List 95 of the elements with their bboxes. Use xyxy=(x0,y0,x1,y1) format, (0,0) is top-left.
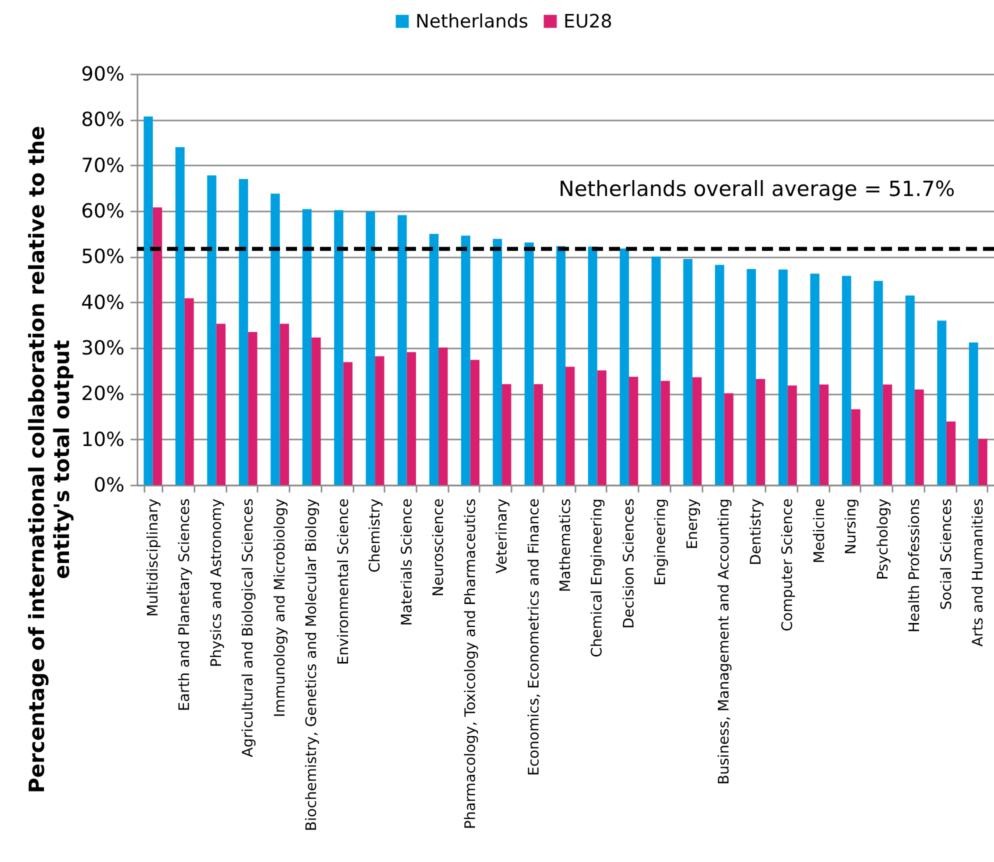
x-tick-label: Pharmacology, Toxicology and Pharmaceutics xyxy=(462,498,479,830)
x-tick-label: Arts and Humanities xyxy=(970,498,987,647)
y-tick-label: 20% xyxy=(81,382,124,406)
bar xyxy=(492,238,502,485)
bar xyxy=(343,362,353,485)
x-tick-label: Nursing xyxy=(844,498,860,554)
x-tick-label: Business, Management and Accounting xyxy=(716,498,733,785)
bar xyxy=(312,337,321,485)
bar xyxy=(375,356,384,485)
x-tick-label: Engineering xyxy=(653,498,670,586)
bar xyxy=(216,324,226,485)
bar xyxy=(882,384,892,485)
bar xyxy=(238,179,248,485)
x-tick-label: Chemical Engineering xyxy=(590,498,606,658)
x-tick-label: Energy xyxy=(684,498,701,550)
x-tick-label: Chemistry xyxy=(368,498,384,573)
bar xyxy=(184,298,194,485)
x-tick-label: Mathematics xyxy=(558,498,574,592)
bar xyxy=(946,422,956,485)
y-tick-label: 10% xyxy=(81,428,124,451)
bar xyxy=(724,393,734,485)
bar xyxy=(842,276,852,485)
bar xyxy=(588,246,598,485)
x-tick-label: Earth and Planetary Sciences xyxy=(177,498,194,712)
bar xyxy=(429,234,439,485)
x-tick-label: Health Professions xyxy=(907,498,924,633)
x-tick-label: Veterinary xyxy=(494,498,511,574)
bar xyxy=(788,385,797,485)
bar xyxy=(810,274,820,485)
x-tick-label: Social Sciences xyxy=(938,498,955,610)
bar xyxy=(978,438,988,485)
bar xyxy=(175,147,185,485)
bar xyxy=(207,175,216,485)
bar xyxy=(914,390,924,485)
bar xyxy=(715,264,724,485)
y-tick-label: 30% xyxy=(81,336,124,360)
bar xyxy=(248,332,258,485)
bar xyxy=(620,248,629,485)
x-tick-label: Medicine xyxy=(812,498,828,564)
legend-label: Netherlands xyxy=(416,11,528,32)
x-tick-label: Environmental Science xyxy=(336,498,352,665)
bar xyxy=(905,295,915,485)
bar xyxy=(502,384,512,485)
bar xyxy=(851,409,860,485)
bar xyxy=(438,348,448,485)
bar xyxy=(937,320,946,485)
bar xyxy=(874,280,883,485)
y-tick-label: 40% xyxy=(81,290,124,314)
bar xyxy=(144,116,153,485)
bar xyxy=(819,384,829,485)
bar xyxy=(566,366,575,485)
x-tick-label: Immunology and Microbiology xyxy=(272,498,288,718)
bar xyxy=(660,380,670,485)
bar xyxy=(461,236,470,485)
bar xyxy=(270,194,280,485)
y-tick-label: 0% xyxy=(94,474,124,496)
x-tick-label: Multidisciplinary xyxy=(145,498,162,617)
legend-label: EU28 xyxy=(564,11,612,32)
bar xyxy=(406,352,416,485)
bar xyxy=(366,211,376,485)
bar xyxy=(652,256,661,485)
x-tick-label: Neuroscience xyxy=(431,498,448,597)
y-tick-label: 70% xyxy=(81,154,124,177)
y-tick-label: 60% xyxy=(81,200,124,222)
x-tick-label: Dentistry xyxy=(748,498,764,566)
ref-line-label: Netherlands overall average = 51.7% xyxy=(558,176,955,201)
bar xyxy=(597,370,606,485)
bar xyxy=(556,246,566,485)
x-tick-label: Decision Sciences xyxy=(621,498,638,629)
bar xyxy=(524,242,534,485)
bar xyxy=(470,360,480,485)
x-tick-label: Computer Science xyxy=(780,498,796,632)
y-axis-title: Percentage of international collaboration relative to the entity's total output xyxy=(25,126,74,794)
bar xyxy=(778,269,788,485)
bar xyxy=(692,377,702,485)
bar xyxy=(628,376,638,485)
x-tick-label: Economics, Econometrics and Finance xyxy=(526,498,542,776)
x-tick-label: Agricultural and Biological Sciences xyxy=(240,498,257,758)
bar xyxy=(302,209,312,485)
y-tick-label: 50% xyxy=(81,245,124,268)
bar xyxy=(152,207,162,485)
bar xyxy=(756,379,766,485)
bar xyxy=(683,258,692,485)
bar xyxy=(746,268,756,485)
bar xyxy=(280,324,290,485)
bar xyxy=(534,384,543,485)
x-tick-label: Biochemistry, Genetics and Molecular Biology xyxy=(304,498,320,832)
bar xyxy=(968,342,978,485)
x-tick-label: Materials Science xyxy=(399,498,416,626)
y-tick-label: 80% xyxy=(81,108,124,132)
y-tick-label: 90% xyxy=(81,62,124,86)
bar xyxy=(334,210,344,485)
x-tick-label: Physics and Astronomy xyxy=(208,498,225,668)
x-tick-label: Psychology xyxy=(875,498,892,580)
bar xyxy=(398,215,407,485)
